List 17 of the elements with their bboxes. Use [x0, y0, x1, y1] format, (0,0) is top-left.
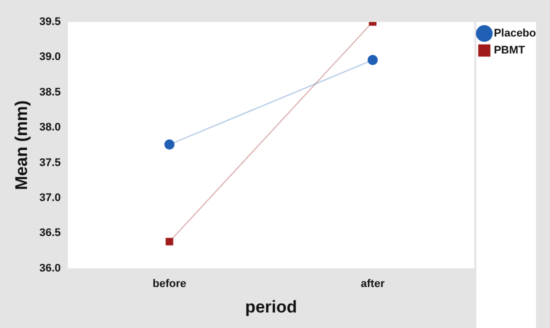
y-tick-label: 39.0: [39, 51, 61, 64]
y-tick-label: 39.5: [39, 16, 61, 28]
y-tick-label: 36.0: [39, 262, 61, 274]
y-axis-title: Mean (mm): [12, 100, 31, 190]
y-tick-label: 38.5: [39, 86, 61, 98]
y-tick-label: 38.0: [39, 122, 61, 134]
legend-label: Placebo: [494, 28, 536, 40]
y-tick-label: 37.0: [39, 192, 61, 204]
x-tick-label: after: [360, 278, 386, 290]
point: [164, 139, 175, 150]
y-tick-label: 36.5: [39, 227, 61, 240]
x-tick-label: before: [152, 278, 186, 290]
point: [166, 238, 174, 246]
y-tick-label: 37.5: [39, 156, 61, 169]
legend-label: PBMT: [494, 44, 526, 57]
point: [368, 54, 378, 66]
x-axis-title: period: [245, 297, 298, 316]
